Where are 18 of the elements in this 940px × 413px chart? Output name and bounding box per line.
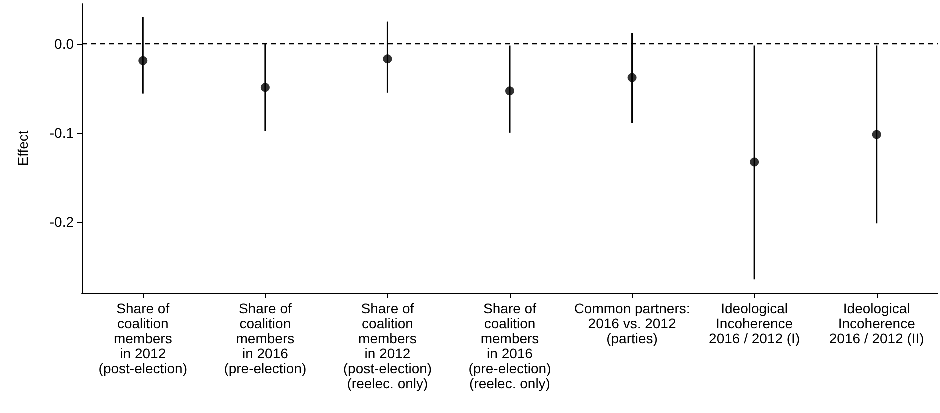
x-tick-label: Share of coalition members in 2016 (pre-election) — [224, 300, 307, 376]
point — [383, 54, 392, 64]
y-tick-label: -0.2 — [50, 214, 74, 230]
x-tick-label: Ideological Incoherence 2016 / 2012 (I) — [709, 300, 800, 346]
point — [260, 83, 270, 92]
point — [138, 56, 148, 66]
y-tick-label: 0.0 — [54, 36, 74, 52]
x-tick-label: Ideological Incoherence 2016 / 2012 (II) — [829, 300, 924, 346]
y-axis-title: Effect — [15, 130, 31, 166]
x-tick-label: Share of coalition members in 2016 (pre-election) (reelec. only) — [468, 300, 552, 392]
x-tick-label: Common partners: 2016 vs. 2012 (parties) — [574, 300, 690, 346]
point — [628, 73, 637, 82]
point — [872, 130, 882, 140]
x-tick-label: Share of coalition members in 2012 (post-election) — [98, 300, 188, 376]
x-tick-label: Share of coalition members in 2012 (post-election) (reelec. only) — [343, 300, 432, 392]
point — [750, 158, 760, 167]
point — [506, 86, 514, 96]
y-tick-label: -0.1 — [50, 124, 74, 141]
